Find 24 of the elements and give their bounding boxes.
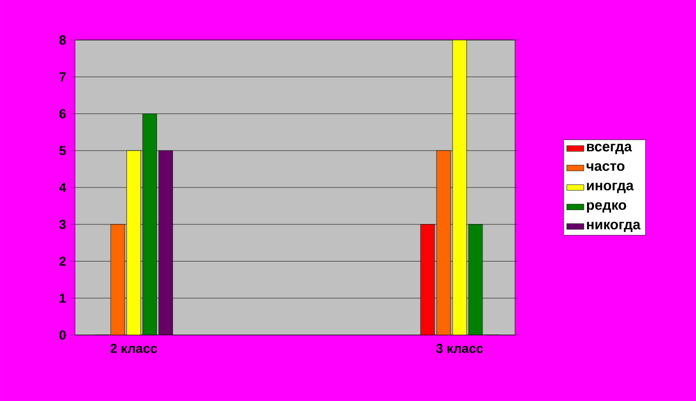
y-tick-label: 3 <box>59 220 66 229</box>
y-tick-label: 0 <box>59 330 66 340</box>
y-tick-label: 1 <box>60 294 66 303</box>
y-tick-label: 5 <box>59 146 66 156</box>
x-tick-label: 3 класс <box>436 344 483 354</box>
y-tick-label: 6 <box>59 109 66 118</box>
bar <box>452 40 467 335</box>
bar <box>110 224 125 335</box>
legend-label: всегда <box>587 144 632 154</box>
bar <box>142 114 157 335</box>
y-tick-label: 8 <box>59 35 66 45</box>
legend-label: часто <box>586 163 624 171</box>
bar <box>468 224 483 335</box>
y-tick-label: 4 <box>59 183 66 192</box>
bar <box>436 150 451 335</box>
bar <box>420 224 435 335</box>
legend-label: редко <box>586 202 626 213</box>
x-tick-label: 2 класс <box>110 344 158 353</box>
y-tick-label: 2 <box>59 256 66 266</box>
legend-label: никогда <box>587 222 641 232</box>
bar <box>158 150 173 335</box>
legend-label: иногда <box>587 182 634 194</box>
y-tick-label: 7 <box>60 72 66 82</box>
bar <box>126 150 141 335</box>
